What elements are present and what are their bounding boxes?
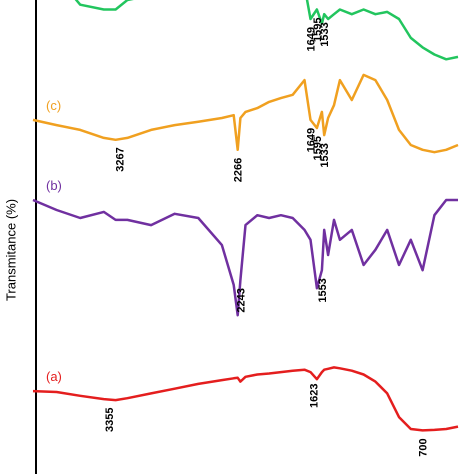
peak-label: 3267 [115,147,127,171]
spectrum-line [74,0,459,61]
series-label: (a) [46,369,62,384]
peak-label: 1553 [317,278,329,302]
peak-label: 1595 [312,136,324,160]
peak-label: 1533 [319,143,331,167]
peak-label: 1649 [306,128,318,152]
peak-label: 700 [418,438,430,456]
series-label: (c) [46,98,61,113]
peak-label: 2266 [233,158,245,182]
peak-label: 1533 [319,22,331,46]
series-label: (b) [46,178,62,193]
spectrum-line [32,366,459,432]
peak-label: 1649 [306,27,318,51]
y-axis-label: Transmitance (%) [3,199,18,301]
peak-label: 1595 [312,17,324,41]
spectrum-line [32,198,458,317]
spectrum-line [32,73,459,154]
peak-label: 2243 [235,288,247,312]
peak-label: 1623 [309,384,321,408]
peak-label: 3355 [104,408,116,432]
